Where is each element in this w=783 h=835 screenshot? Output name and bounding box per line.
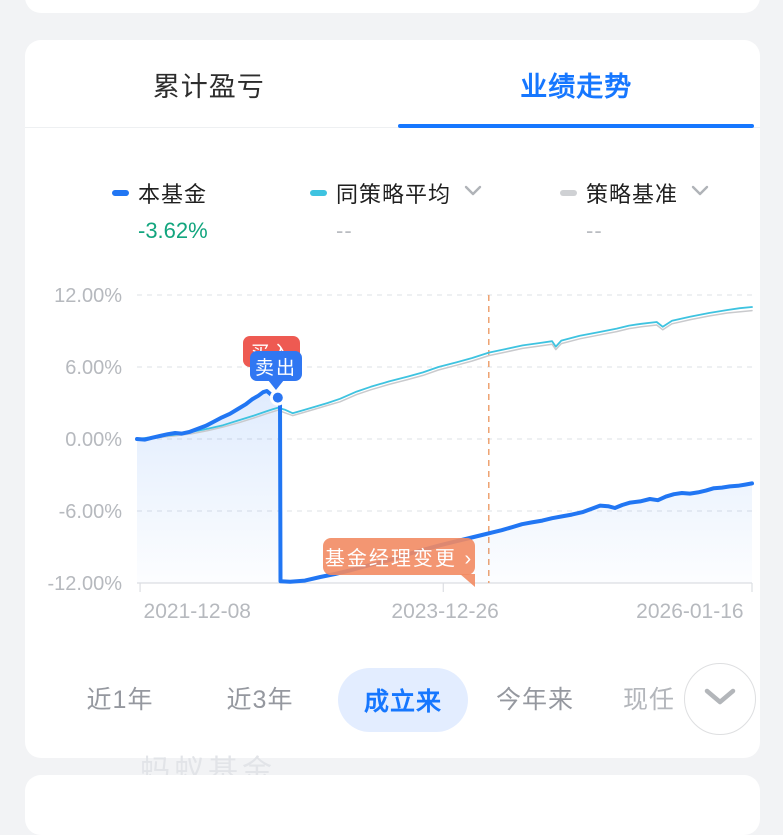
svg-text:-12.00%: -12.00% <box>48 573 123 595</box>
period-since-inception-button[interactable]: 成立来 <box>338 668 468 732</box>
performance-chart[interactable]: 12.00% 6.00% 0.00% -6.00% -12.00% 2021-12-08 2… <box>25 255 760 788</box>
benchmark-line-swatch <box>560 190 577 196</box>
tab-divider <box>25 127 760 128</box>
svg-text:12.00%: 12.00% <box>54 285 122 307</box>
svg-text:-6.00%: -6.00% <box>59 501 123 523</box>
svg-text:6.00%: 6.00% <box>65 357 122 379</box>
manager-change-tag[interactable]: 基金经理变更 › <box>323 538 475 587</box>
this-fund-line-swatch <box>112 190 129 196</box>
next-card-top <box>25 775 760 835</box>
svg-text:0.00%: 0.00% <box>65 429 122 451</box>
expand-periods-button[interactable] <box>684 663 756 735</box>
peer-average-line-swatch <box>310 190 327 196</box>
legend-item-this-fund: 本基金 -3.62% <box>112 177 208 244</box>
tab-cumulative-pnl[interactable]: 累计盈亏 <box>152 71 265 102</box>
previous-card-bottom <box>25 0 760 13</box>
benchmark-return-value: -- <box>586 218 603 243</box>
period-ytd-button[interactable]: 今年来 <box>495 686 574 714</box>
svg-text:2023-12-26: 2023-12-26 <box>391 600 498 623</box>
legend-item-strategy-benchmark[interactable]: 策略基准 -- <box>560 177 709 244</box>
this-fund-return-value: -3.62% <box>138 218 208 243</box>
legend-item-peer-average[interactable]: 同策略平均 -- <box>310 177 482 244</box>
svg-text:2026-01-16: 2026-01-16 <box>636 600 743 623</box>
svg-text:2021-12-08: 2021-12-08 <box>144 600 251 623</box>
sell-marker-tooltip: 卖出 <box>250 351 302 390</box>
legend-label: 同策略平均 <box>336 182 452 207</box>
period-current-manager-button[interactable]: 现任 <box>623 686 676 714</box>
period-1y-button[interactable]: 近1年 <box>86 686 154 714</box>
chevron-down-icon[interactable] <box>464 184 482 202</box>
performance-card: 累计盈亏 业绩走势 本基金 -3.62% 同策略平均 -- 策略基准 -- <box>25 40 760 788</box>
peer-average-return-value: -- <box>336 218 353 243</box>
legend-label: 策略基准 <box>586 182 679 207</box>
chevron-down-icon[interactable] <box>691 184 709 202</box>
legend-label: 本基金 <box>138 182 208 207</box>
period-3y-button[interactable]: 近3年 <box>226 686 294 714</box>
chevron-down-icon <box>704 688 736 711</box>
tab-performance-trend[interactable]: 业绩走势 <box>520 71 633 102</box>
chart-canvas: 12.00% 6.00% 0.00% -6.00% -12.00% 2021-12-08 2… <box>48 285 754 623</box>
active-tab-indicator <box>398 124 754 128</box>
tab-bar: 累计盈亏 业绩走势 <box>25 40 760 128</box>
